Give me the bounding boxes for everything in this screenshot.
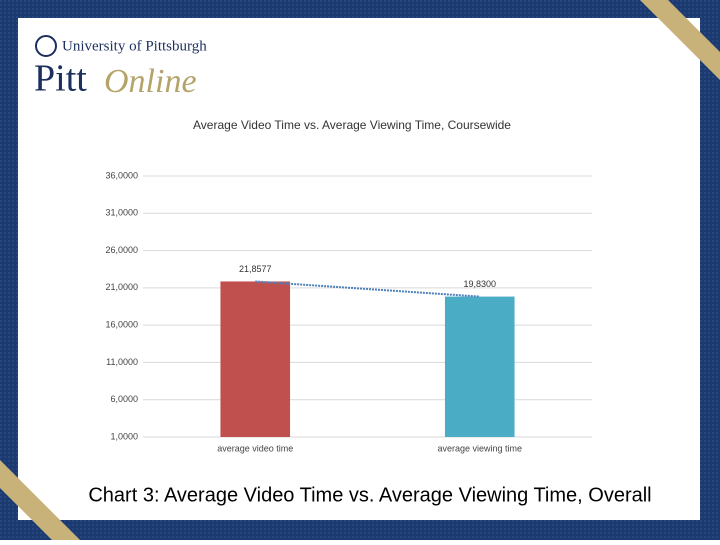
logo-online: Online — [104, 63, 197, 100]
y-tick-label: 31,0000 — [105, 208, 138, 218]
university-name: University of Pittsburgh — [62, 38, 207, 54]
logo-pitt: Pitt — [34, 58, 87, 100]
trend-line — [255, 280, 480, 298]
data-label: 19,8300 — [463, 279, 496, 289]
data-label: 21,8577 — [239, 264, 272, 274]
caption: Chart 3: Average Video Time vs. Average … — [88, 484, 651, 506]
bar — [220, 281, 291, 437]
ribbon — [0, 460, 80, 540]
y-tick-label: 21,0000 — [105, 282, 138, 292]
y-tick-label: 36,0000 — [105, 170, 138, 180]
chart-title: Average Video Time vs. Average Viewing T… — [193, 118, 511, 132]
seal — [35, 35, 57, 57]
y-tick-label: 11,0000 — [106, 357, 138, 367]
y-tick-label: 1,0000 — [110, 431, 138, 441]
content-panel — [18, 18, 700, 520]
bar — [444, 296, 515, 437]
y-tick-label: 16,0000 — [105, 320, 138, 330]
ribbon — [640, 0, 720, 80]
x-tick-label: average viewing time — [437, 443, 522, 453]
y-tick-label: 26,0000 — [105, 245, 138, 255]
x-tick-label: average video time — [217, 443, 293, 453]
y-tick-label: 6,0000 — [110, 394, 138, 404]
